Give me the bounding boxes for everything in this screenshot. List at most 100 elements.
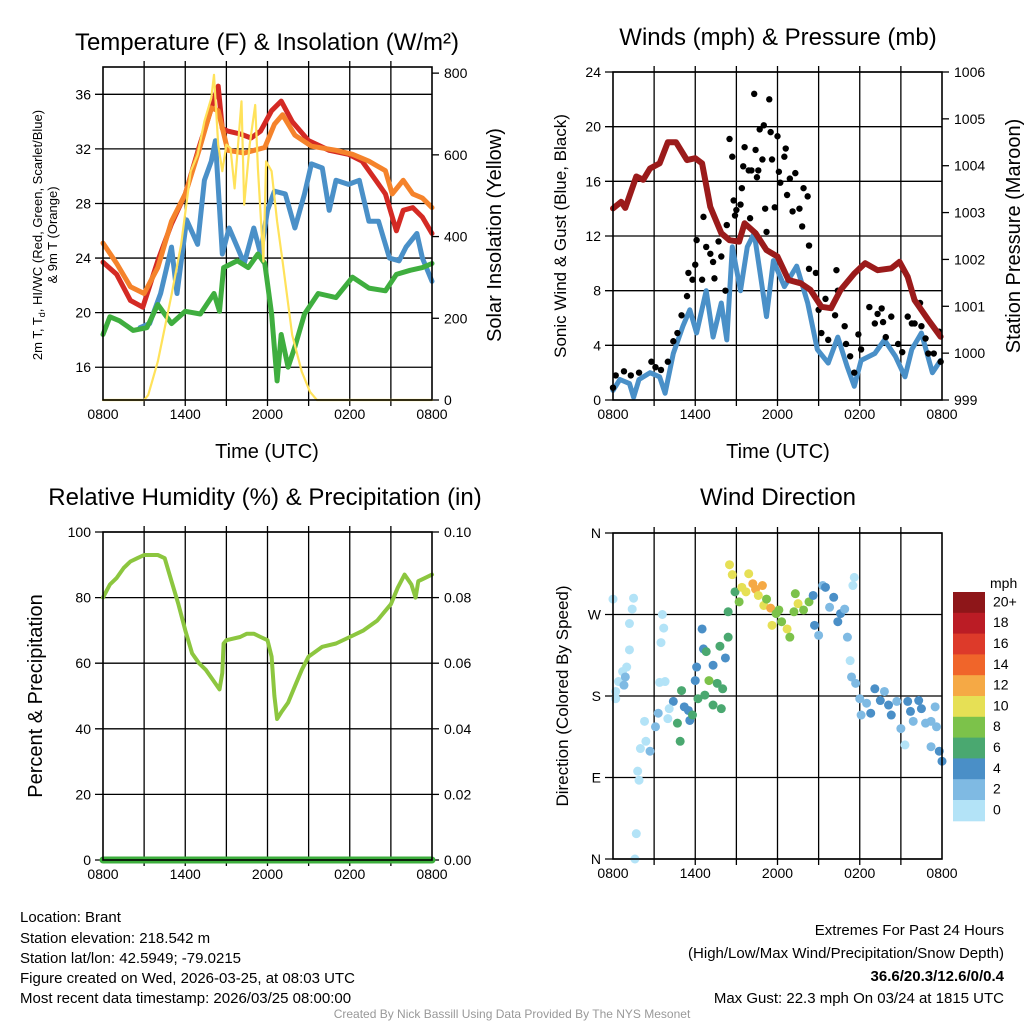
colorbar-title: mph [990,575,1017,591]
wind-direction-x-tick-label: 2000 [762,865,793,881]
wind-direction-point [908,716,918,726]
gust-point [755,167,762,174]
wind-direction-point [708,660,718,670]
winds-y-tick-label: 16 [585,173,601,189]
wind-direction-point [757,581,767,591]
wind-direction-point [664,704,674,714]
gust-point [774,133,781,140]
wind-direction-point [675,736,685,746]
winds-x-axis-label: Time (UTC) [726,441,830,463]
wind-direction-point [855,694,865,704]
temperature-x-tick-label: 1400 [170,406,201,422]
gust-point [775,168,783,175]
colorbar-swatch [953,779,985,801]
humidity-panel-title: Relative Humidity (%) & Precipitation (i… [48,484,481,511]
gust-point [777,179,784,186]
relative-humidity-line [101,553,434,721]
wind-direction-point [712,678,722,688]
td-line [100,251,435,384]
gust-point [812,269,820,277]
wind-direction-point [849,572,859,582]
gust-point [783,191,791,199]
winds-y-tick-label: 0 [593,392,601,408]
gust-point [718,253,725,260]
wind-direction-point [932,722,942,732]
wind-direction-point [789,607,799,617]
gust-point [709,258,717,266]
gust-point [703,243,710,251]
winds-y-tick-label: 20 [585,119,601,135]
gust-point [698,276,706,283]
colorbar-swatch [953,633,985,655]
gust-point [786,175,794,182]
wind-direction-x-tick-label: 1400 [680,865,711,881]
wind-direction-point [688,710,698,720]
colorbar-swatch [953,800,985,822]
gust-point [678,312,685,319]
gust-point [841,323,848,330]
humidity-plot: 0 20 40 60 80 100 0.00 0.02 0.04 0.06 0.08 0.10 0800… [68,524,472,882]
latlon-text: Station lat/lon: 42.5949; -79.0215 [20,950,241,967]
gust-point [796,205,803,212]
colorbar-label: 6 [993,739,1001,755]
wind-direction-point [833,617,843,627]
wind-direction-point [785,632,795,642]
wind-direction-point [708,700,718,710]
wind-direction-point [810,620,820,630]
wind-direction-point [825,602,835,612]
gust-point [882,333,889,341]
wind-direction-panel-title: Wind Direction [700,484,856,511]
station-info: Location: Brant Station elevation: 218.5… [20,909,355,1007]
wind-direction-point [641,736,651,746]
wind-direction-point [704,676,714,686]
temperature-x-tick-label: 2000 [252,406,283,422]
gust-point [692,261,699,268]
winds-y-tick-label: 12 [585,228,601,244]
gust-point [825,336,832,344]
colorbar-label: 4 [993,760,1001,776]
humidity-y-tick-label: 60 [75,655,91,671]
colorbar-swatch [953,675,985,697]
wind-direction-point [633,766,643,776]
colorbar-label: 16 [993,635,1009,651]
wind-direction-plot-frame [612,532,943,860]
winds-y2-tick-label: 1004 [954,158,985,174]
wind-direction-point [808,590,818,600]
gust-point [804,193,811,200]
temperature-y-tick-label: 24 [75,250,91,266]
temperature-y-tick-label: 32 [75,141,91,157]
wind-direction-point [903,696,913,706]
gust-point [740,163,747,170]
wind-speed-colorbar: mph 20+ 18 16 14 12 10 8 6 4 2 0 [953,575,1017,822]
wind-direction-point [650,722,660,732]
9m-t-line [100,105,435,296]
humidity-y-tick-label: 40 [75,721,91,737]
humidity-y2-tick-label: 0.06 [444,655,471,671]
pressure-y-axis-label: Station Pressure (Maroon) [1003,119,1024,354]
winds-x-tick-label: 0800 [926,406,957,422]
gust-point [620,368,628,375]
insolation-y-axis-label: Solar Insolation (Yellow) [484,128,506,342]
station-pressure-line [610,139,944,340]
gust-point [689,276,696,283]
wind-direction-point [635,744,645,754]
gust-point [738,184,746,192]
wind-direction-point [905,706,915,716]
wind-direction-point [659,623,669,633]
temperature-y2-tick-label: 0 [444,392,452,408]
humidity-y-axis-label: Percent & Precipitation [25,594,47,797]
temperature-x-tick-label: 0800 [87,406,118,422]
gust-point [833,266,840,274]
wind-direction-point [884,700,894,710]
colorbar-label: 12 [993,677,1009,693]
wind-direction-point [782,624,792,634]
humidity-plot-frame [102,531,433,861]
humidity-y-tick-label: 80 [75,590,91,606]
wind-direction-point [624,619,634,629]
gust-point [752,146,759,154]
gust-point [648,358,655,365]
wind-direction-point [814,630,824,640]
gust-point [894,340,902,348]
